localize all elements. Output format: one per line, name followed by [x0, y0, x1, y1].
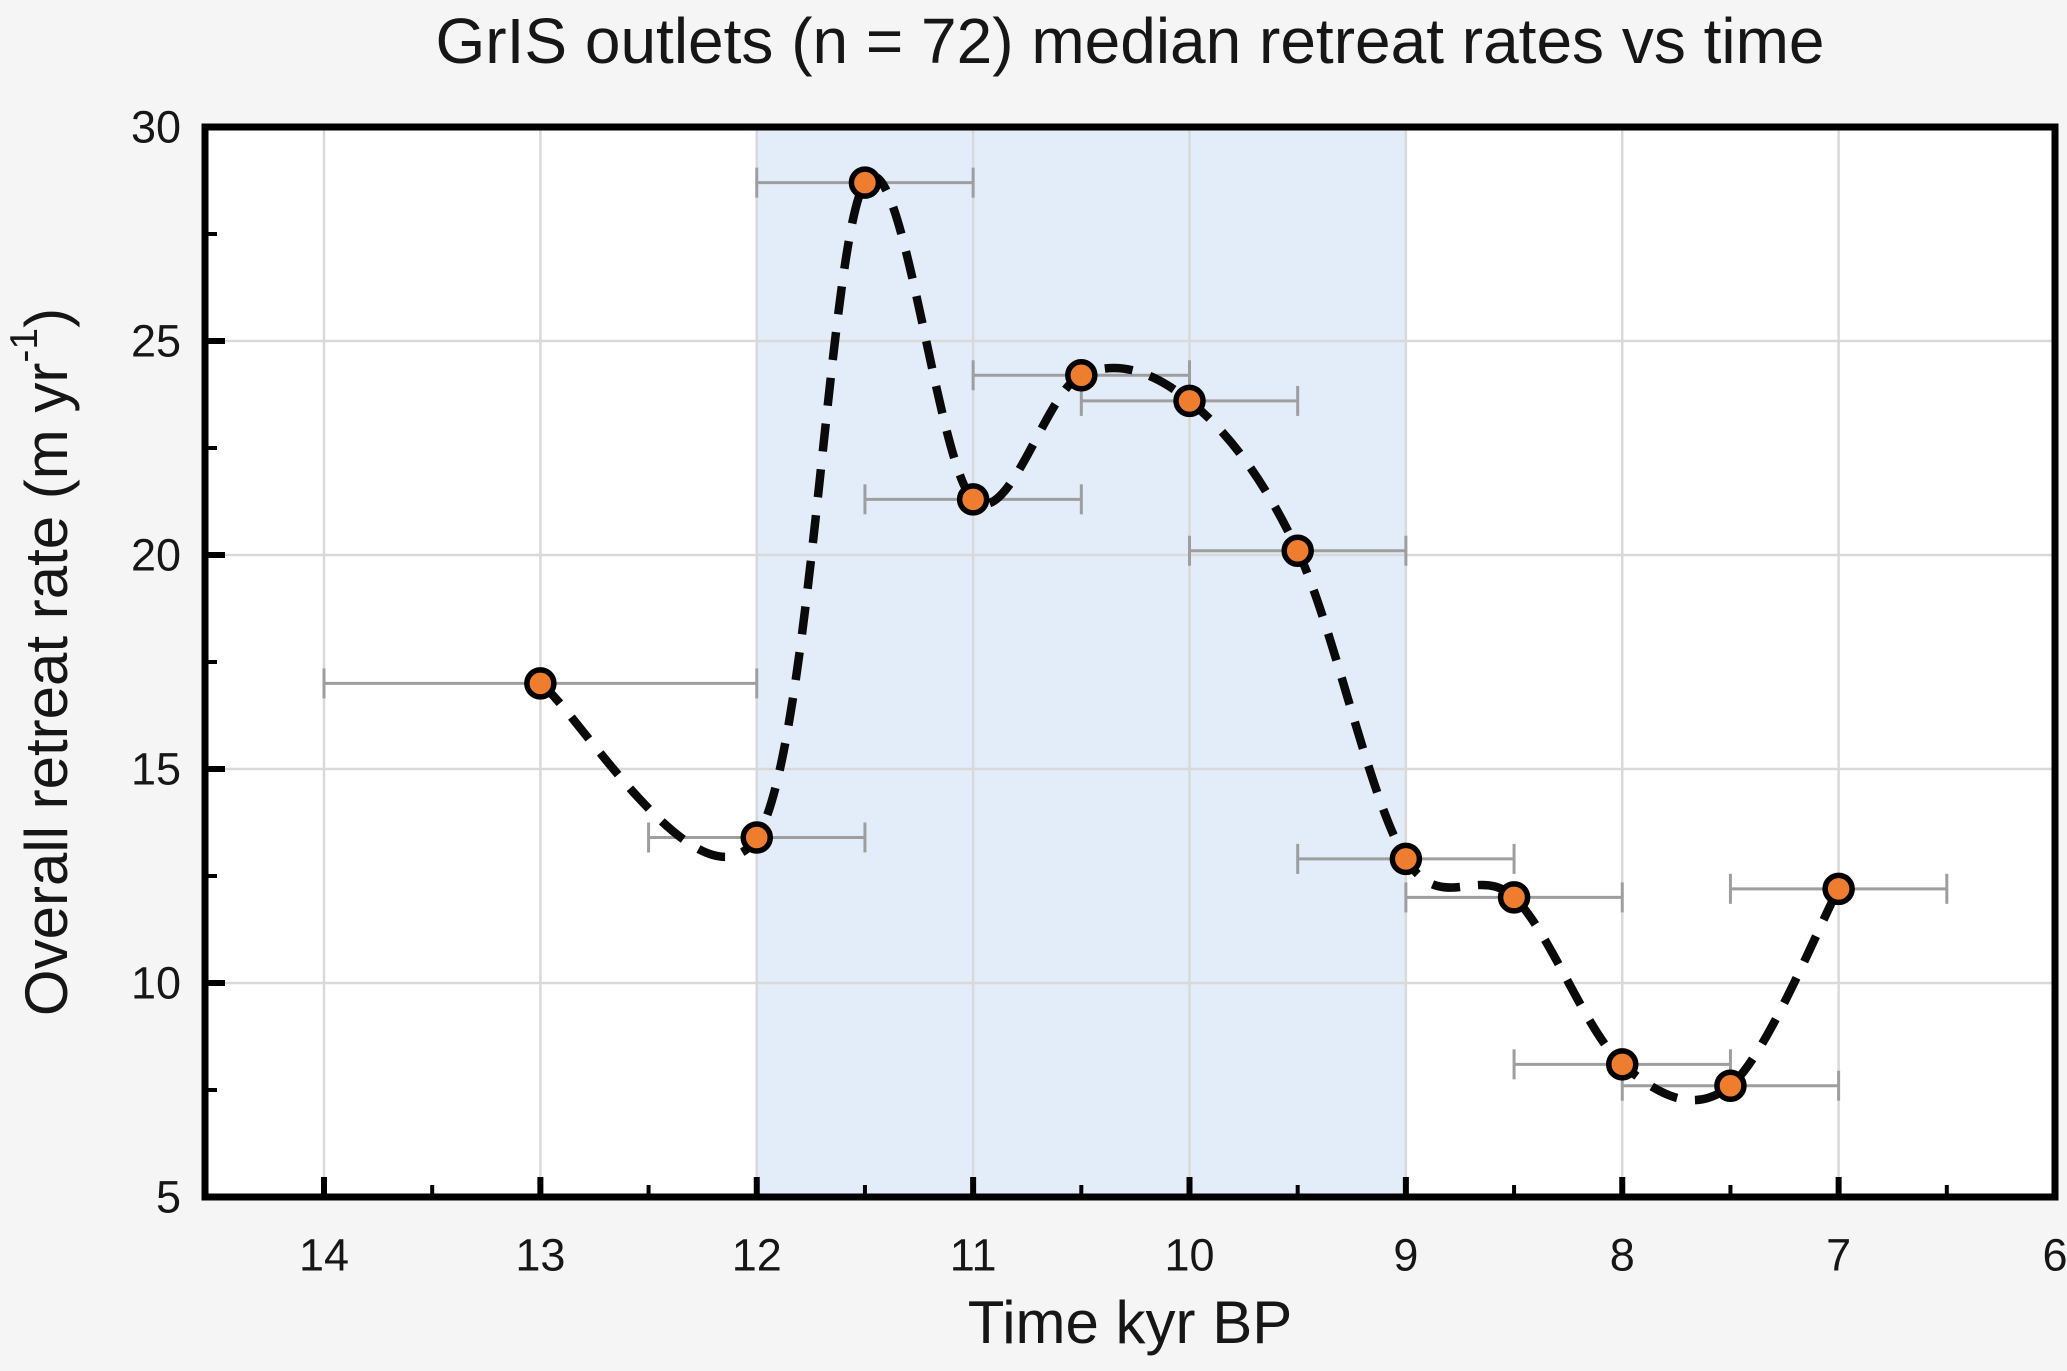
data-point-marker [1822, 872, 1855, 906]
y-axis-label: Overall retreat rate (m yr-1) [3, 308, 80, 1016]
x-axis-label: Time kyr BP [967, 1289, 1293, 1356]
y-tick-label: 10 [131, 958, 181, 1009]
data-point-marker [848, 166, 882, 199]
data-point-marker [1714, 1069, 1747, 1102]
x-tick-label: 10 [1164, 1230, 1214, 1281]
y-tick-label: 30 [131, 102, 181, 153]
y-tick-label: 15 [131, 744, 181, 795]
x-tick-label: 13 [515, 1230, 565, 1281]
data-point-marker [1606, 1048, 1639, 1081]
x-tick-label: 6 [2042, 1230, 2067, 1281]
chart-title: GrIS outlets (n = 72) median retreat rat… [435, 5, 1825, 77]
y-tick-label: 20 [131, 530, 181, 581]
x-tick-label: 8 [1610, 1230, 1635, 1281]
data-point-marker [1065, 358, 1098, 392]
y-tick-label: 5 [156, 1172, 181, 1223]
data-point-marker [1497, 881, 1531, 914]
data-point-marker [956, 483, 990, 516]
data-point-marker [1389, 842, 1423, 876]
x-tick-label: 12 [732, 1230, 782, 1281]
x-tick-label: 14 [299, 1230, 349, 1281]
x-tick-label: 11 [950, 1230, 997, 1281]
y-tick-label: 25 [131, 316, 181, 367]
shaded-band [756, 127, 1406, 1197]
x-tick-label: 9 [1393, 1230, 1418, 1281]
data-point-marker [1281, 534, 1314, 567]
data-point-marker [524, 667, 557, 700]
data-point-marker [740, 821, 774, 854]
x-tick-label: 7 [1826, 1230, 1851, 1281]
data-point-marker [1173, 384, 1206, 418]
